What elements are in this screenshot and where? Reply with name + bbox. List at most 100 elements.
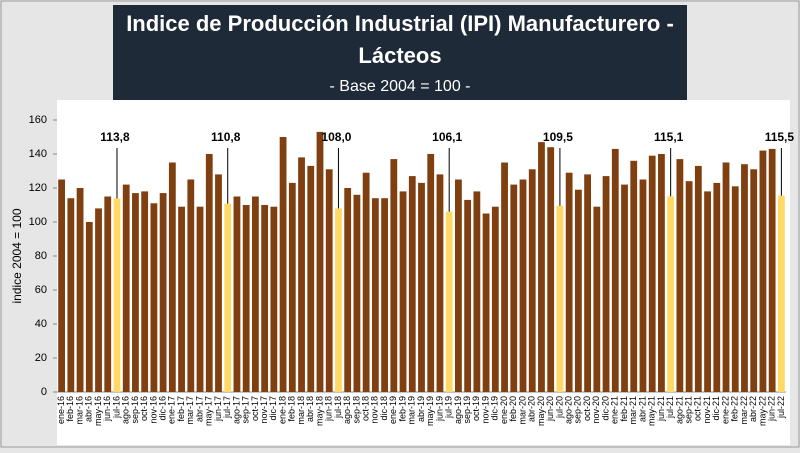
x-tick-label: may-18 (314, 396, 324, 426)
bar (667, 196, 675, 392)
x-tick-label: oct-16 (139, 396, 149, 421)
x-tick-label: oct-18 (361, 396, 371, 421)
x-tick-label: nov-19 (480, 396, 490, 424)
x-tick-label: nov-21 (702, 396, 712, 424)
x-tick-label: ene-17 (167, 396, 177, 424)
x-tick-label: ene-20 (499, 396, 509, 424)
x-tick-label: feb-22 (730, 396, 740, 422)
x-tick-label: abr-21 (637, 396, 647, 422)
x-tick-label: nov-20 (591, 396, 601, 424)
bar (298, 157, 305, 392)
bar (141, 191, 149, 392)
bar (261, 205, 269, 392)
x-tick-label: jun-18 (324, 396, 334, 422)
bar (67, 198, 75, 392)
x-tick-label: may-20 (536, 396, 546, 426)
x-tick-label: feb-18 (287, 396, 297, 422)
y-tick-label: 20 (35, 352, 47, 364)
x-tick-label: ago-17 (231, 396, 241, 424)
bar (556, 205, 564, 392)
x-tick-label: jul-21 (665, 396, 675, 419)
bar (408, 176, 416, 392)
bar (722, 162, 730, 392)
x-tick-label: nov-18 (370, 396, 380, 424)
bar (399, 191, 407, 392)
bar (316, 131, 324, 392)
x-tick-label: mar-18 (296, 396, 306, 425)
x-tick-label: oct-19 (471, 396, 481, 421)
bar (205, 154, 213, 392)
x-tick-label: ago-20 (564, 396, 574, 424)
x-tick-label: abr-16 (84, 396, 94, 422)
x-tick-label: ene-19 (388, 396, 398, 424)
x-tick-label: ago-19 (453, 396, 463, 424)
bar (58, 179, 66, 392)
x-tick-label: jun-19 (434, 396, 444, 422)
value-label: 113,8 (100, 130, 130, 144)
bar (325, 169, 333, 392)
x-tick-label: mar-19 (407, 396, 417, 425)
x-tick-label: jul-17 (222, 396, 232, 419)
x-tick-label: jun-21 (656, 396, 666, 422)
x-tick-label: dic-20 (600, 396, 610, 421)
x-tick-label: sep-20 (573, 396, 583, 424)
bar (473, 191, 481, 392)
x-tick-label: abr-18 (305, 396, 315, 422)
y-tick-label: 100 (29, 216, 47, 228)
x-tick-label: ago-16 (121, 396, 131, 424)
x-tick-label: dic-21 (711, 396, 721, 421)
x-tick-label: jul-20 (554, 396, 564, 419)
bar (344, 188, 352, 392)
bar (85, 222, 93, 392)
bar (362, 172, 370, 392)
bar (685, 181, 693, 392)
bar (491, 206, 499, 392)
x-tick-label: feb-20 (508, 396, 518, 422)
value-label: 115,1 (654, 130, 684, 144)
x-tick-label: may-16 (93, 396, 103, 426)
bar (445, 211, 453, 392)
x-tick-label: mar-17 (185, 396, 195, 425)
x-tick-label: dic-17 (268, 396, 278, 421)
x-tick-label: nov-16 (148, 396, 158, 424)
x-tick-label: feb-17 (176, 396, 186, 422)
bar (538, 142, 545, 392)
bar (390, 159, 398, 392)
bar (528, 169, 536, 392)
x-tick-label: sep-21 (683, 396, 693, 424)
bar (611, 148, 619, 392)
bar (224, 203, 232, 392)
value-label: 110,8 (211, 130, 241, 144)
bar (602, 176, 610, 392)
x-tick-label: oct-17 (250, 396, 260, 421)
bar (694, 165, 702, 392)
bar (704, 191, 711, 392)
bar (242, 205, 250, 392)
x-tick-label: feb-21 (619, 396, 629, 422)
bar (768, 148, 776, 392)
bar (270, 206, 278, 392)
bar (233, 196, 241, 392)
x-tick-label: feb-16 (65, 396, 75, 422)
bar (630, 160, 638, 392)
x-tick-label: sep-17 (241, 396, 251, 424)
chart-title: Lácteos (358, 43, 441, 68)
bar (621, 184, 628, 392)
bar (510, 184, 518, 392)
bar (104, 196, 112, 392)
bar (547, 147, 555, 392)
chart-title: Indice de Producción Industrial (IPI) Ma… (126, 11, 674, 36)
bar (455, 179, 462, 392)
bar (584, 174, 592, 392)
bar (713, 182, 721, 392)
bar (381, 198, 388, 392)
x-tick-label: ene-21 (610, 396, 620, 424)
value-label: 108,0 (321, 130, 351, 144)
x-tick-label: ene-22 (720, 396, 730, 424)
y-tick-label: 160 (29, 114, 47, 126)
y-tick-label: 60 (35, 284, 47, 296)
bar (750, 169, 758, 392)
bar (731, 186, 739, 392)
bar (150, 203, 158, 392)
x-tick-label: jul-16 (111, 396, 121, 419)
